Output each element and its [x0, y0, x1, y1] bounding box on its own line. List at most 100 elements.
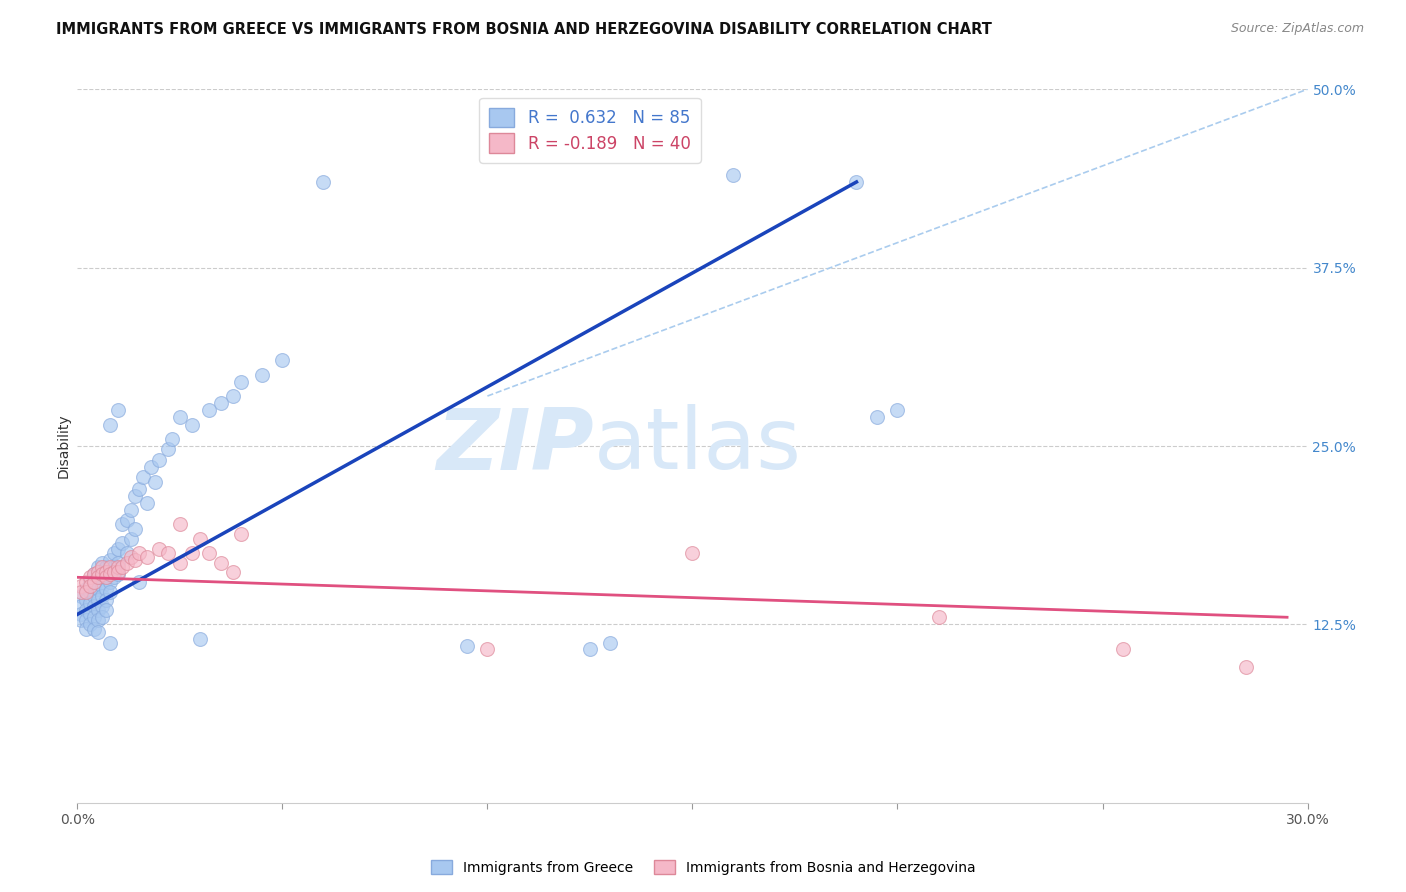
- Point: [148, 541, 170, 556]
- Point: [98, 565, 121, 579]
- Point: [181, 546, 204, 560]
- Point: [928, 610, 950, 624]
- Point: [197, 546, 219, 560]
- Point: [107, 560, 129, 574]
- Point: [103, 560, 125, 574]
- Point: [599, 636, 621, 650]
- Point: [94, 570, 117, 584]
- Point: [169, 517, 191, 532]
- Point: [98, 636, 121, 650]
- Point: [87, 603, 110, 617]
- Point: [83, 567, 105, 582]
- Point: [83, 567, 105, 582]
- Point: [148, 453, 170, 467]
- Point: [115, 556, 138, 570]
- Point: [70, 589, 93, 603]
- Point: [845, 175, 868, 189]
- Point: [75, 603, 97, 617]
- Point: [98, 560, 121, 574]
- Point: [79, 570, 101, 584]
- Point: [682, 546, 704, 560]
- Point: [132, 470, 155, 484]
- Text: atlas: atlas: [595, 404, 801, 488]
- Point: [169, 410, 191, 425]
- Point: [83, 589, 105, 603]
- Point: [579, 641, 602, 656]
- Point: [250, 368, 273, 382]
- Point: [90, 599, 114, 613]
- Point: [456, 639, 478, 653]
- Point: [75, 574, 97, 589]
- Point: [87, 613, 110, 627]
- Point: [886, 403, 908, 417]
- Point: [83, 599, 105, 613]
- Point: [107, 403, 129, 417]
- Point: [75, 582, 97, 596]
- Point: [231, 527, 253, 541]
- Point: [197, 403, 219, 417]
- Point: [141, 460, 163, 475]
- Point: [90, 579, 114, 593]
- Point: [83, 574, 105, 589]
- Point: [75, 584, 97, 599]
- Point: [83, 610, 105, 624]
- Point: [120, 532, 142, 546]
- Point: [87, 570, 110, 584]
- Point: [128, 574, 150, 589]
- Point: [98, 584, 121, 599]
- Point: [128, 482, 150, 496]
- Text: Source: ZipAtlas.com: Source: ZipAtlas.com: [1230, 22, 1364, 36]
- Point: [75, 622, 97, 636]
- Point: [107, 565, 129, 579]
- Point: [83, 622, 105, 636]
- Point: [103, 570, 125, 584]
- Point: [94, 603, 117, 617]
- Point: [209, 556, 232, 570]
- Point: [90, 610, 114, 624]
- Point: [94, 560, 117, 574]
- Point: [87, 593, 110, 607]
- Point: [156, 442, 179, 456]
- Point: [103, 546, 125, 560]
- Point: [79, 584, 101, 599]
- Point: [90, 567, 114, 582]
- Point: [70, 613, 93, 627]
- Point: [94, 565, 117, 579]
- Point: [90, 589, 114, 603]
- Point: [111, 560, 134, 574]
- Point: [477, 641, 499, 656]
- Point: [107, 556, 129, 570]
- Point: [75, 613, 97, 627]
- Point: [79, 579, 101, 593]
- Point: [79, 596, 101, 610]
- Point: [181, 417, 204, 432]
- Point: [103, 565, 125, 579]
- Point: [75, 593, 97, 607]
- Point: [90, 560, 114, 574]
- Point: [87, 560, 110, 574]
- Point: [70, 579, 93, 593]
- Point: [115, 546, 138, 560]
- Point: [124, 489, 146, 503]
- Point: [98, 417, 121, 432]
- Point: [70, 599, 93, 613]
- Point: [79, 574, 101, 589]
- Point: [312, 175, 335, 189]
- Point: [90, 567, 114, 582]
- Point: [1112, 641, 1135, 656]
- Point: [87, 582, 110, 596]
- Point: [98, 574, 121, 589]
- Point: [107, 567, 129, 582]
- Point: [188, 632, 212, 646]
- Point: [723, 168, 745, 182]
- Point: [271, 353, 294, 368]
- Point: [231, 375, 253, 389]
- Point: [222, 565, 245, 579]
- Legend: Immigrants from Greece, Immigrants from Bosnia and Herzegovina: Immigrants from Greece, Immigrants from …: [425, 855, 981, 880]
- Point: [107, 541, 129, 556]
- Point: [94, 570, 117, 584]
- Point: [160, 432, 183, 446]
- Point: [111, 536, 134, 550]
- Point: [209, 396, 232, 410]
- Point: [98, 567, 121, 582]
